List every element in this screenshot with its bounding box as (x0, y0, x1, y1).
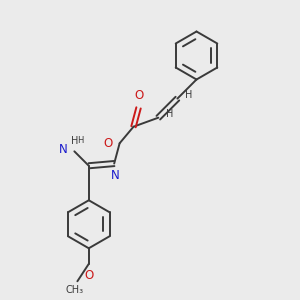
Text: N: N (59, 143, 68, 156)
Text: O: O (84, 269, 93, 282)
Text: N: N (111, 169, 120, 182)
Text: H: H (77, 136, 84, 145)
Text: H: H (71, 136, 78, 146)
Text: CH₃: CH₃ (66, 286, 84, 296)
Text: O: O (134, 89, 143, 103)
Text: O: O (104, 137, 113, 150)
Text: H: H (185, 90, 192, 100)
Text: H: H (166, 109, 173, 119)
